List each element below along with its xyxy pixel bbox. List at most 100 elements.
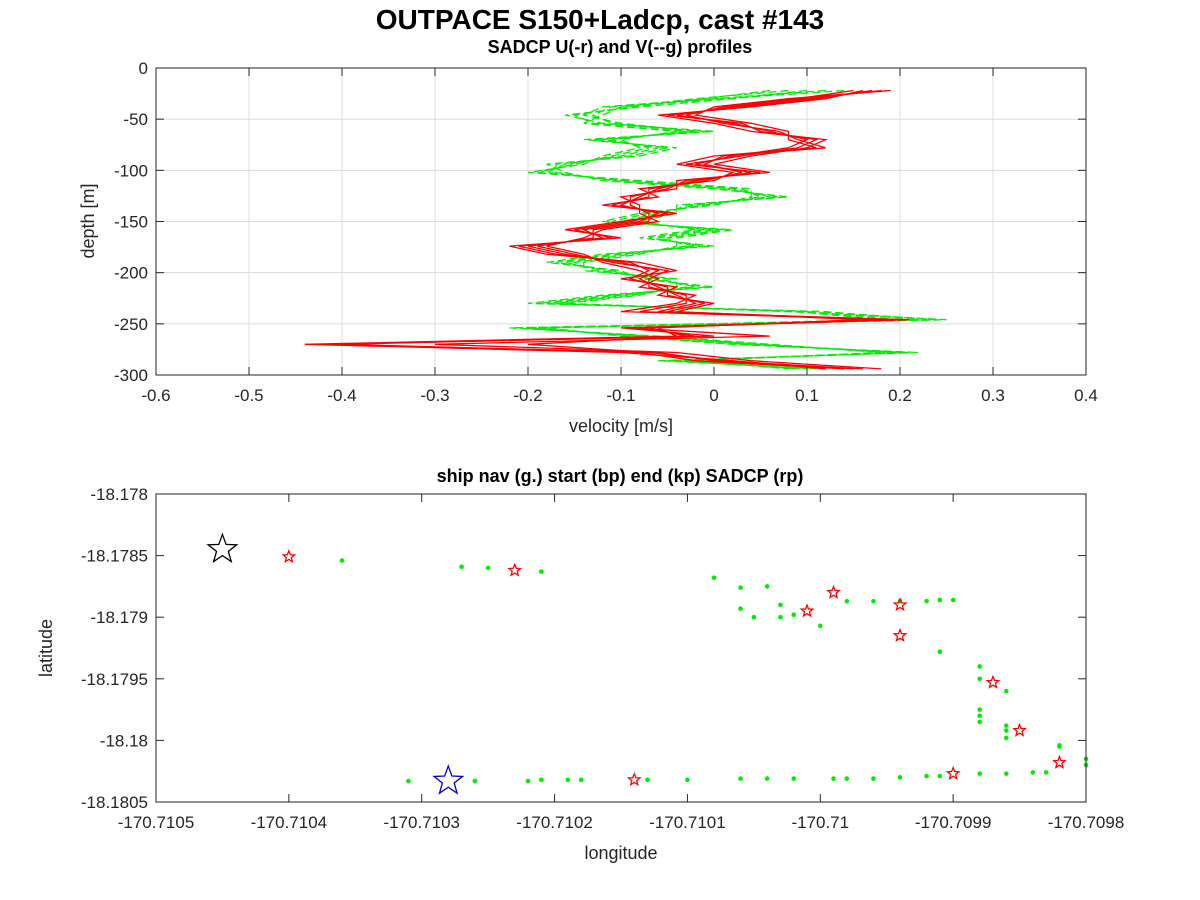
y-tick-label: -18.179 [90,608,148,627]
sadcp-point [626,772,642,787]
nav-point [977,713,983,719]
nav-point [751,614,757,620]
x-tick-label: -170.7098 [1048,813,1125,832]
figure-title: OUTPACE S150+Ladcp, cast #143 [376,4,824,35]
nav-point [871,776,876,781]
sadcp-point [892,627,908,642]
nav-point [538,777,544,783]
x-tick-label: 0 [709,386,718,405]
nav-point [937,597,943,603]
y-tick-label: -18.1785 [81,547,148,566]
nav-point [472,778,478,784]
y-tick-label: -18.1795 [81,670,148,689]
nav-point [778,614,783,620]
nav-plot-yticks: -18.178 -18.1785 -18.179 -18.1795 -18.18 -18.… [81,485,1086,812]
nav-point [924,598,929,604]
x-tick-label: -0.1 [606,386,635,405]
nav-point [525,778,531,784]
nav-point [711,575,717,581]
sadcp-point [799,603,815,618]
x-tick-label: -170.7103 [383,813,460,832]
nav-point [538,569,544,574]
profile-plot-xticks: -0.6 -0.5 -0.4 -0.3 -0.2 -0.1 0 0.1 0.2 0.3 0.4 [141,68,1098,405]
nav-point [977,771,983,776]
x-tick-label: 0.2 [888,386,912,405]
nav-point [764,776,770,781]
nav-plot-xticks: -170.7105 -170.7104 -170.7103 -170.7102 -170… [118,494,1125,832]
nav-point [485,565,491,571]
u-profile-line [518,89,891,370]
nav-point [1003,723,1009,728]
nav-point [1057,743,1062,748]
sadcp-point [281,549,297,564]
nav-point [977,664,983,669]
nav-point [1030,770,1036,775]
nav-point [937,649,943,654]
nav-plot-frame [155,493,1087,803]
nav-point [791,776,797,781]
nav-point [459,564,464,569]
profile-plot-xlabel: velocity [m/s] [569,416,673,436]
nav-point [645,777,650,783]
y-tick-label: -50 [123,110,148,129]
nav-point [764,584,770,589]
y-tick-label: -200 [114,264,148,283]
nav-point [924,773,929,779]
nav-point [406,778,411,784]
x-tick-label: -170.71 [791,813,849,832]
velocity-profile-plot: SADCP U(-r) and V(--g) profiles -0.6 -0.5… [78,37,1098,436]
nav-point [977,676,983,682]
y-tick-label: -18.178 [90,485,148,504]
x-tick-label: -0.5 [234,386,263,405]
x-tick-label: -170.7102 [516,813,593,832]
nav-point [791,612,797,618]
x-tick-label: -0.4 [327,386,356,405]
nav-point [738,776,743,781]
sadcp-point [1052,754,1067,769]
nav-point [1003,688,1009,694]
x-tick-label: 0.1 [795,386,819,405]
nav-plot-points [206,532,1089,795]
nav-point [977,719,983,725]
x-tick-label: -170.7099 [915,813,992,832]
nav-point [897,775,903,780]
y-tick-label: 0 [139,59,148,78]
nav-point [778,602,783,608]
nav-point [950,597,956,603]
nav-point [1003,735,1009,741]
x-tick-label: -0.6 [141,386,170,405]
sadcp-point [826,584,841,599]
y-tick-label: -100 [114,161,148,180]
y-tick-label: -300 [114,366,148,385]
nav-plot-title: ship nav (g.) start (bp) end (kp) SADCP … [437,466,804,486]
x-tick-label: -0.2 [513,386,542,405]
sadcp-point [1012,722,1027,737]
x-tick-label: -170.7105 [118,813,195,832]
x-tick-label: 0.3 [981,386,1005,405]
nav-point [1003,728,1009,733]
nav-plot-xlabel: longitude [584,843,657,863]
nav-point [738,606,743,611]
nav-point [565,777,571,783]
sadcp-point [507,562,523,577]
sadcp-point [892,597,908,612]
nav-point [844,776,850,781]
y-tick-label: -250 [114,315,148,334]
nav-point [831,776,836,781]
profile-plot-yticks: 0 -50 -100 -150 -200 -250 -300 [114,59,1086,385]
x-tick-label: -0.3 [420,386,449,405]
y-tick-label: -18.18 [100,731,148,750]
nav-point [1043,770,1049,775]
profile-plot-title: SADCP U(-r) and V(--g) profiles [488,37,753,57]
sadcp-point [945,765,961,780]
nav-point [685,777,690,783]
x-tick-label: -170.7101 [649,813,726,832]
y-tick-label: -18.1805 [81,793,148,812]
nav-point [578,777,584,783]
nav-point [339,558,345,563]
y-tick-label: -150 [114,213,148,232]
v-profile-line [527,89,901,370]
start-point [432,764,465,795]
profile-plot-ylabel: depth [m] [78,183,98,258]
